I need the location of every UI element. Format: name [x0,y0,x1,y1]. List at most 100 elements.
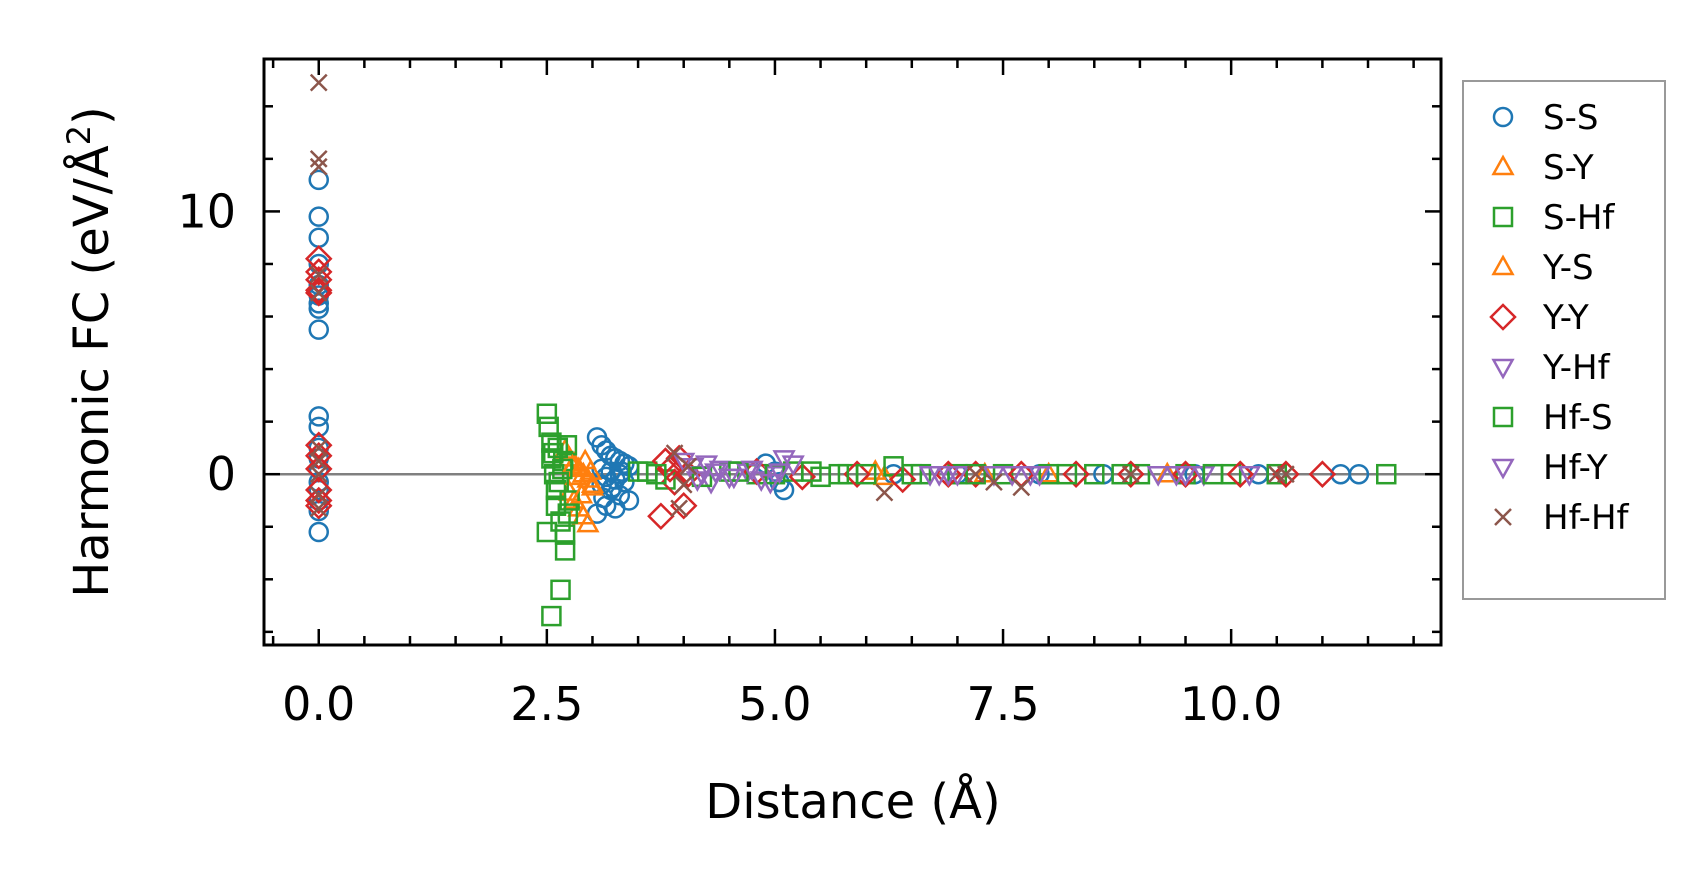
legend-item-hf-hf: Hf-Hf [1494,498,1630,538]
point-s-hf [1376,463,1397,485]
point-s-hf [550,579,571,601]
legend: S-S S-Y S-Hf Y-S Y-Y Y-Hf Hf-S Hf-Y Hf-Hf [1462,80,1666,600]
y-tick-label: 0 [207,447,236,501]
point-y-hf [672,452,696,474]
legend-label: Y-Hf [1542,348,1611,388]
legend-marker-y-y [1489,303,1517,331]
point-hf-y [722,468,746,490]
point-s-hf [541,448,562,469]
y-axis-label-main: Harmonic FC (eV/Å [63,145,120,598]
point-hf-s [855,463,877,485]
point-hf-hf [309,465,328,484]
point-y-y [1117,460,1145,488]
point-hf-y [918,465,942,487]
point-hf-s [828,463,850,485]
point-hf-hf [985,473,1003,491]
point-s-y [1037,461,1061,483]
point-s-y [1155,461,1179,483]
point-s-s [1348,463,1370,485]
point-s-s [611,461,632,482]
point-s-s [308,169,329,191]
scatter-series-layer [304,73,1397,627]
point-hf-hf [309,157,328,176]
point-s-s [602,477,623,498]
point-hf-hf [309,149,328,168]
point-s-hf [554,540,576,561]
point-hf-hf [1121,465,1140,484]
x-tick-label: 2.5 [510,677,583,731]
point-s-hf [554,524,576,545]
point-y-y [304,279,333,307]
legend-marker-s-hf [1492,206,1514,228]
legend-label: Hf-Y [1543,448,1608,488]
y-axis-label: Harmonic FC (eV/Å2) [60,106,120,598]
legend-item-hf-s: Hf-S [1492,398,1613,438]
point-s-hf [536,403,558,425]
legend-item-y-hf: Y-Hf [1491,348,1611,388]
point-s-y [576,511,600,533]
point-y-hf [1000,465,1024,487]
point-hf-hf [309,73,328,92]
legend-label: S-Y [1543,148,1594,188]
series-hf-y [685,455,1198,495]
axes-frame [262,57,1443,647]
point-s-s [308,206,329,227]
point-s-s [308,521,329,543]
y-axis-label-superscript: 2 [60,125,98,145]
point-y-s [579,459,603,480]
legend-item-s-hf: S-Hf [1492,198,1615,238]
axis-ticks [264,59,1441,645]
point-hf-y [740,460,764,482]
legend-label: S-S [1543,98,1598,138]
point-s-hf [541,605,562,627]
legend-item-y-y: Y-Y [1489,298,1589,338]
point-hf-hf [1012,478,1031,497]
legend-marker-hf-s [1492,406,1514,428]
point-s-s [308,319,329,340]
legend-item-hf-y: Hf-Y [1491,448,1608,488]
legend-item-s-y: S-Y [1491,148,1594,188]
point-y-hf [772,450,796,471]
legend-marker-hf-hf [1494,508,1512,526]
point-hf-hf [309,499,328,518]
point-hf-hf [309,283,328,302]
legend-item-y-s: Y-S [1491,248,1594,288]
x-tick-label: 5.0 [738,677,811,731]
point-s-hf [541,432,562,453]
series-hf-hf [309,73,1295,518]
point-hf-y [1173,465,1198,487]
point-hf-y [685,471,710,493]
point-y-y [304,244,333,273]
legend-label: Y-Y [1542,298,1589,338]
point-hf-hf [309,265,328,284]
point-hf-hf [309,452,328,470]
point-hf-y [767,463,792,485]
point-hf-hf [674,475,693,494]
point-hf-s [1056,463,1078,485]
point-hf-s [557,503,579,524]
point-hf-s [548,471,569,493]
point-hf-y [704,463,728,485]
point-s-s [308,406,329,427]
point-y-y [647,502,675,531]
point-s-hf [538,416,559,438]
point-s-hf [992,463,1014,485]
point-hf-s [646,463,667,485]
legend-label: S-Hf [1543,198,1615,238]
point-y-y [304,486,333,515]
point-y-y [669,491,698,520]
point-hf-y [758,473,783,495]
point-y-y [304,476,333,504]
point-y-y [1308,460,1337,488]
point-hf-hf [309,439,328,457]
point-hf-hf [670,499,689,518]
point-hf-hf [309,486,328,505]
legend-item-s-s: S-S [1492,98,1598,138]
legend-marker-y-hf [1491,358,1515,380]
legend-marker-y-s [1491,254,1515,276]
point-y-y [304,455,333,483]
point-hf-hf [679,457,698,476]
point-hf-s [801,461,822,482]
